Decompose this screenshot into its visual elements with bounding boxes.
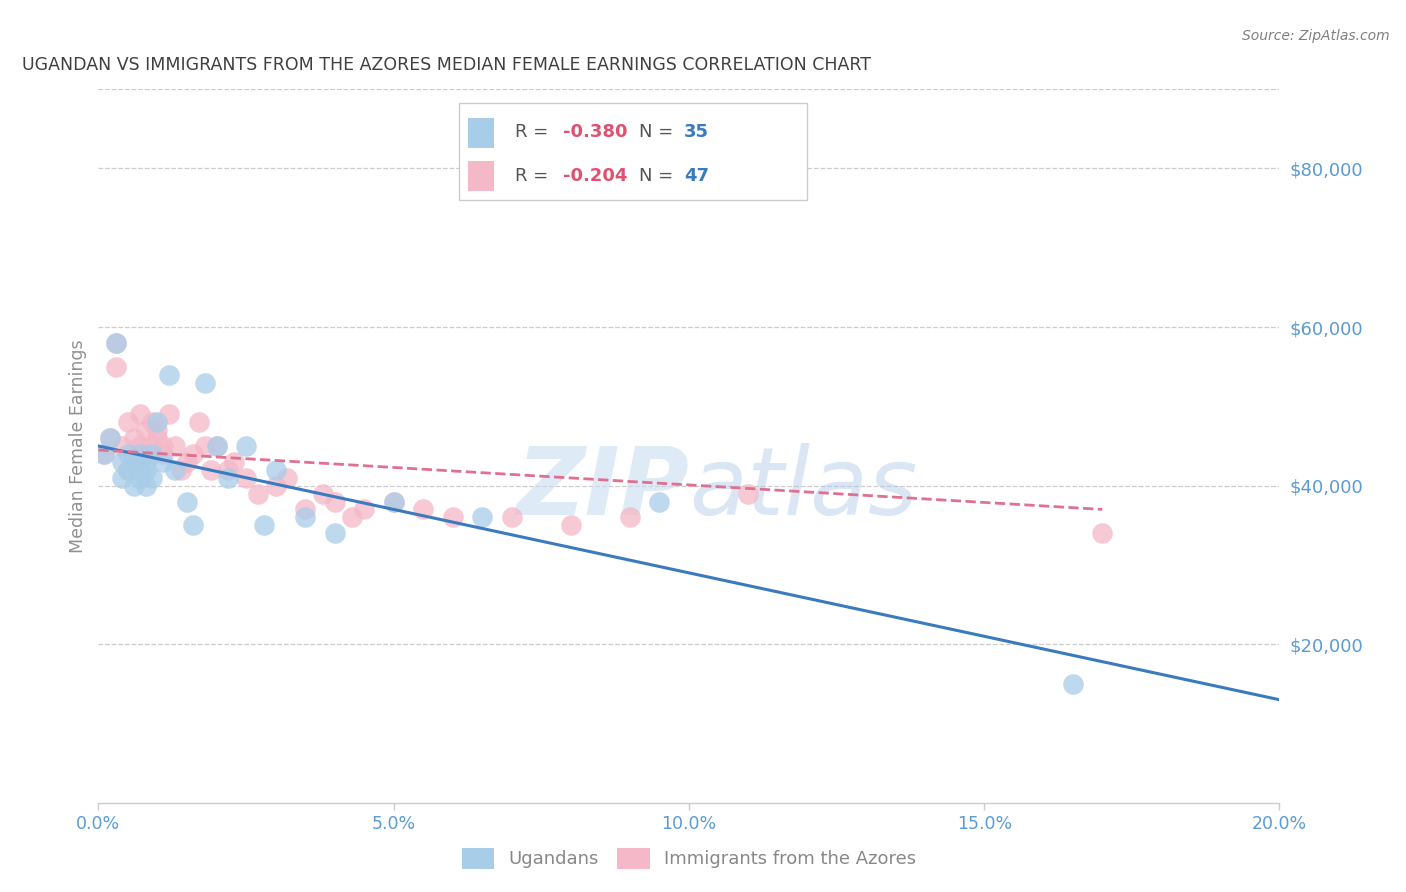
Point (1062, 677, 1084, 691)
Point (471, 510, 494, 524)
Point (135, 447, 157, 461)
Point (264, 478, 287, 492)
Point (737, 486, 759, 500)
Point (235, 439, 257, 453)
Point (200, 463, 222, 477)
Text: 47: 47 (685, 167, 709, 185)
Point (176, 494, 198, 508)
Point (122, 455, 145, 469)
FancyBboxPatch shape (458, 103, 807, 200)
Point (276, 471, 298, 485)
Point (235, 471, 257, 485)
Point (105, 359, 128, 374)
Point (146, 415, 169, 429)
Point (187, 415, 209, 429)
Text: -0.204: -0.204 (562, 167, 627, 185)
Point (560, 518, 582, 533)
Point (111, 471, 134, 485)
Point (253, 518, 276, 533)
FancyBboxPatch shape (468, 161, 494, 192)
Point (157, 407, 180, 421)
Point (312, 486, 335, 500)
Point (141, 439, 163, 453)
FancyBboxPatch shape (468, 118, 494, 148)
Point (98, 431, 121, 445)
Point (205, 439, 228, 453)
Point (441, 510, 464, 524)
Point (117, 415, 139, 429)
Point (111, 439, 134, 453)
Point (128, 471, 150, 485)
Point (294, 502, 316, 516)
Point (217, 471, 239, 485)
Point (135, 423, 157, 437)
Point (165, 439, 187, 453)
Text: ZIP: ZIP (516, 442, 689, 535)
Point (152, 455, 174, 469)
Point (264, 463, 287, 477)
Point (181, 447, 204, 461)
Legend: Ugandans, Immigrants from the Azores: Ugandans, Immigrants from the Azores (454, 840, 924, 876)
Point (501, 510, 523, 524)
Point (205, 439, 228, 453)
Point (117, 447, 139, 461)
Point (648, 494, 671, 508)
Point (382, 494, 405, 508)
Point (128, 447, 150, 461)
Text: Source: ZipAtlas.com: Source: ZipAtlas.com (1241, 29, 1389, 43)
Point (181, 518, 204, 533)
Point (194, 376, 217, 390)
Point (117, 463, 139, 477)
Point (323, 494, 346, 508)
Point (135, 455, 157, 469)
Point (122, 478, 145, 492)
Point (176, 455, 198, 469)
Point (128, 463, 150, 477)
Point (122, 455, 145, 469)
Point (1091, 526, 1114, 541)
Point (122, 431, 145, 445)
Point (246, 486, 269, 500)
Point (93, 447, 115, 461)
Point (105, 335, 128, 350)
Point (412, 502, 434, 516)
Point (98, 431, 121, 445)
Point (170, 463, 193, 477)
Point (619, 510, 641, 524)
Point (93, 447, 115, 461)
Point (128, 407, 150, 421)
Text: N =: N = (640, 123, 679, 141)
Point (135, 478, 157, 492)
Point (157, 368, 180, 382)
Point (141, 471, 163, 485)
Point (294, 510, 316, 524)
Point (135, 463, 157, 477)
Point (353, 502, 375, 516)
Text: R =: R = (516, 167, 554, 185)
Text: N =: N = (640, 167, 679, 185)
Point (141, 415, 163, 429)
Text: UGANDAN VS IMMIGRANTS FROM THE AZORES MEDIAN FEMALE EARNINGS CORRELATION CHART: UGANDAN VS IMMIGRANTS FROM THE AZORES ME… (21, 56, 870, 74)
Point (152, 447, 174, 461)
Point (146, 423, 169, 437)
Point (146, 431, 169, 445)
Point (194, 439, 217, 453)
Y-axis label: Median Female Earnings: Median Female Earnings (69, 339, 87, 553)
Point (323, 526, 346, 541)
Point (111, 455, 134, 469)
Text: atlas: atlas (689, 443, 917, 534)
Point (217, 463, 239, 477)
Text: -0.380: -0.380 (562, 123, 627, 141)
Point (117, 463, 139, 477)
Point (141, 447, 163, 461)
Point (165, 463, 187, 477)
Point (128, 439, 150, 453)
Point (224, 455, 246, 469)
Point (382, 494, 405, 508)
Point (342, 510, 364, 524)
Point (105, 335, 128, 350)
Text: 35: 35 (685, 123, 709, 141)
Text: R =: R = (516, 123, 554, 141)
Point (152, 439, 174, 453)
